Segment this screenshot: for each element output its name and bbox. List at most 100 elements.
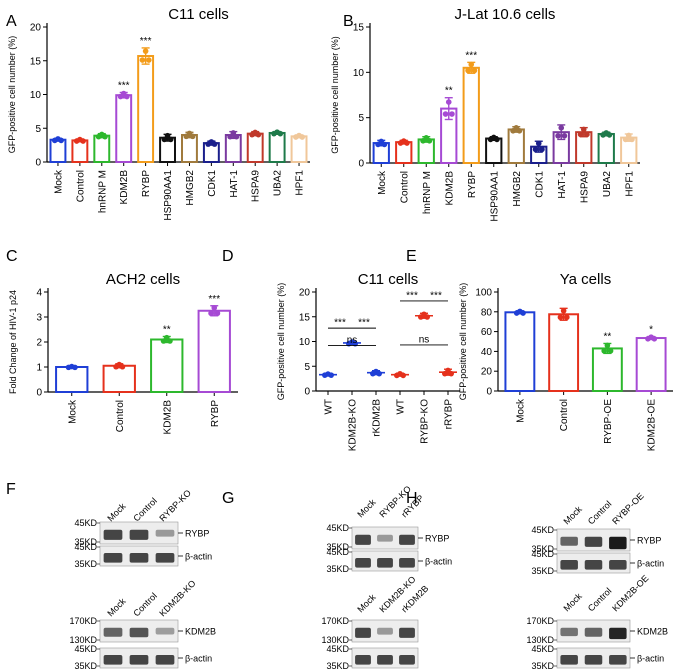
bar-hmgb2: [507, 128, 525, 165]
blot-band: [155, 655, 175, 665]
data-point: [601, 348, 607, 354]
significance-label: **: [603, 331, 611, 342]
data-point: [164, 132, 171, 139]
x-tick-label: Control: [559, 399, 570, 431]
data-point: [161, 136, 168, 143]
data-point: [607, 348, 614, 354]
data-point: [535, 140, 542, 147]
bar-control: [102, 364, 136, 393]
data-point: [230, 130, 237, 136]
y-tick-label: 3: [36, 313, 42, 324]
blot-band: [355, 534, 371, 545]
blot-band: [609, 627, 627, 640]
mw-marker: 45KD: [531, 644, 554, 654]
panel-letter-g: G: [222, 490, 234, 507]
x-tick-label: KDM2B: [162, 400, 173, 435]
lane-label: Mock: [105, 596, 128, 619]
blot-band: [560, 627, 578, 637]
data-point: [584, 131, 590, 138]
data-point: [448, 370, 455, 377]
bar-rybp: [137, 55, 155, 163]
bar-rybp: [197, 309, 231, 393]
data-point: [577, 131, 584, 138]
band-label: β-actin: [425, 557, 452, 567]
lane-label: Mock: [105, 501, 128, 524]
x-tick-label: Mock: [377, 170, 388, 195]
x-tick-label: HPF1: [624, 171, 635, 197]
x-tick-label: Mock: [67, 399, 78, 424]
data-point: [532, 146, 539, 153]
blot-band: [399, 627, 415, 638]
y-axis-label: Fold Change of HIV-1 p24: [8, 290, 18, 394]
data-point: [58, 137, 64, 144]
data-point: [558, 125, 565, 131]
band-label: β-actin: [637, 559, 664, 569]
x-tick-label: Control: [115, 400, 126, 432]
significance-label: *: [649, 325, 653, 336]
x-tick-label: HPF1: [295, 170, 306, 196]
data-point: [255, 131, 262, 138]
band-label: β-actin: [185, 552, 212, 562]
x-tick-label: WT: [396, 399, 407, 415]
x-tick-label: Control: [399, 171, 410, 203]
significance-label: ***: [118, 80, 130, 91]
data-point: [424, 314, 431, 320]
mw-marker: 130KD: [69, 635, 97, 645]
bar-kdm2b: [115, 94, 133, 163]
blot-band: [129, 529, 149, 540]
x-tick-label: CDK1: [534, 171, 545, 198]
y-tick-label: 0: [36, 388, 42, 399]
bracket-label: ns: [347, 335, 358, 346]
data-point: [471, 67, 478, 74]
y-tick-label: 0: [486, 387, 492, 398]
data-point: [139, 57, 146, 63]
data-point: [72, 364, 78, 371]
band-label: KDM2B: [637, 627, 668, 637]
blot-band: [377, 627, 393, 635]
data-point: [606, 132, 613, 138]
data-point: [555, 133, 561, 139]
x-tick-label: HSPA9: [579, 171, 590, 203]
blot-band: [103, 553, 123, 563]
y-tick-label: 2: [36, 338, 42, 349]
y-tick-label: 5: [35, 124, 41, 135]
data-point: [167, 338, 173, 344]
y-tick-label: 15: [299, 312, 311, 323]
bar-mock: [504, 311, 536, 393]
data-point: [80, 138, 86, 144]
lane-label: KDM2B-OE: [610, 573, 650, 613]
data-point: [465, 67, 471, 74]
blot-band: [155, 553, 175, 563]
x-tick-label: RYBP: [210, 400, 221, 427]
data-point: [167, 136, 174, 143]
blot-band: [155, 627, 175, 635]
blot-band: [399, 655, 415, 665]
blot-band: [609, 655, 627, 665]
x-tick-label: Control: [75, 170, 86, 202]
mw-marker: 130KD: [526, 635, 554, 645]
y-tick-label: 1: [36, 363, 42, 374]
data-point: [124, 93, 130, 100]
bar-uba2: [597, 132, 615, 164]
y-axis-label: GFP-positive cell number (%): [330, 36, 340, 154]
y-tick-label: 0: [304, 387, 310, 398]
y-tick-label: 4: [36, 288, 42, 299]
chart-title: Ya cells: [560, 271, 611, 288]
y-tick-label: 60: [481, 327, 493, 338]
lane-label: Control: [131, 591, 159, 619]
panel-letter-e: E: [406, 248, 417, 265]
bar-hspa9: [246, 132, 264, 163]
bar-hsp90aa1: [485, 137, 503, 165]
mw-marker: 35KD: [74, 537, 97, 547]
bracket-label: ns: [419, 334, 430, 345]
bracket-label: ***: [334, 318, 346, 329]
data-point: [211, 304, 218, 311]
data-point: [227, 133, 233, 140]
blot-band: [129, 627, 149, 638]
x-tick-label: HAT-1: [229, 170, 240, 198]
data-point: [580, 126, 587, 133]
data-point: [651, 335, 658, 342]
y-axis-label: GFP-positive cell number (%): [458, 283, 468, 401]
data-point: [557, 314, 564, 321]
x-tick-label: rKDM2B: [372, 399, 383, 437]
